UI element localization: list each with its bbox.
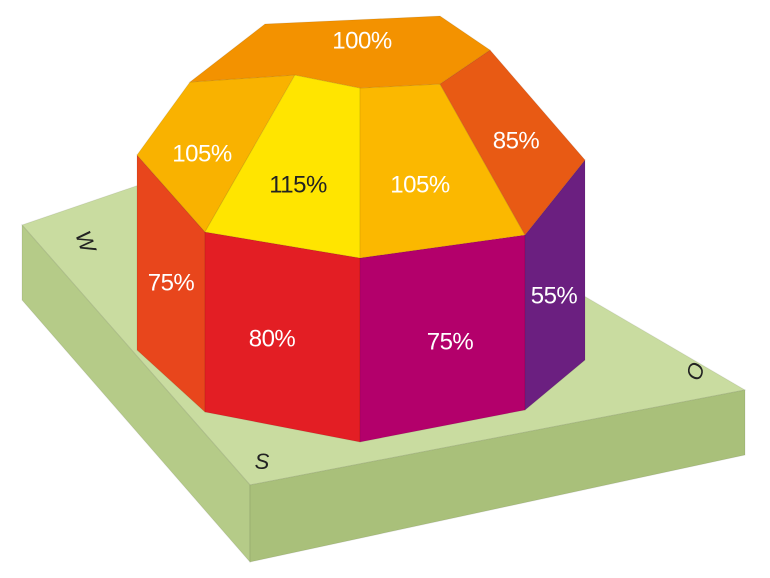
- face-label: 75%: [427, 328, 474, 355]
- roof-top: [188, 15, 491, 89]
- face-label: 115%: [269, 171, 327, 198]
- dome: [136, 15, 586, 443]
- face-label: 80%: [249, 325, 296, 352]
- roof-east: [439, 49, 586, 236]
- compass-south: S: [255, 449, 270, 474]
- base-right-side: [249, 389, 746, 563]
- face-label: 85%: [493, 127, 540, 154]
- face-label: 105%: [390, 171, 450, 198]
- face-label: 100%: [332, 27, 392, 54]
- face-label: 55%: [531, 282, 578, 309]
- face-label: 75%: [148, 269, 195, 296]
- face-label: 105%: [172, 140, 232, 167]
